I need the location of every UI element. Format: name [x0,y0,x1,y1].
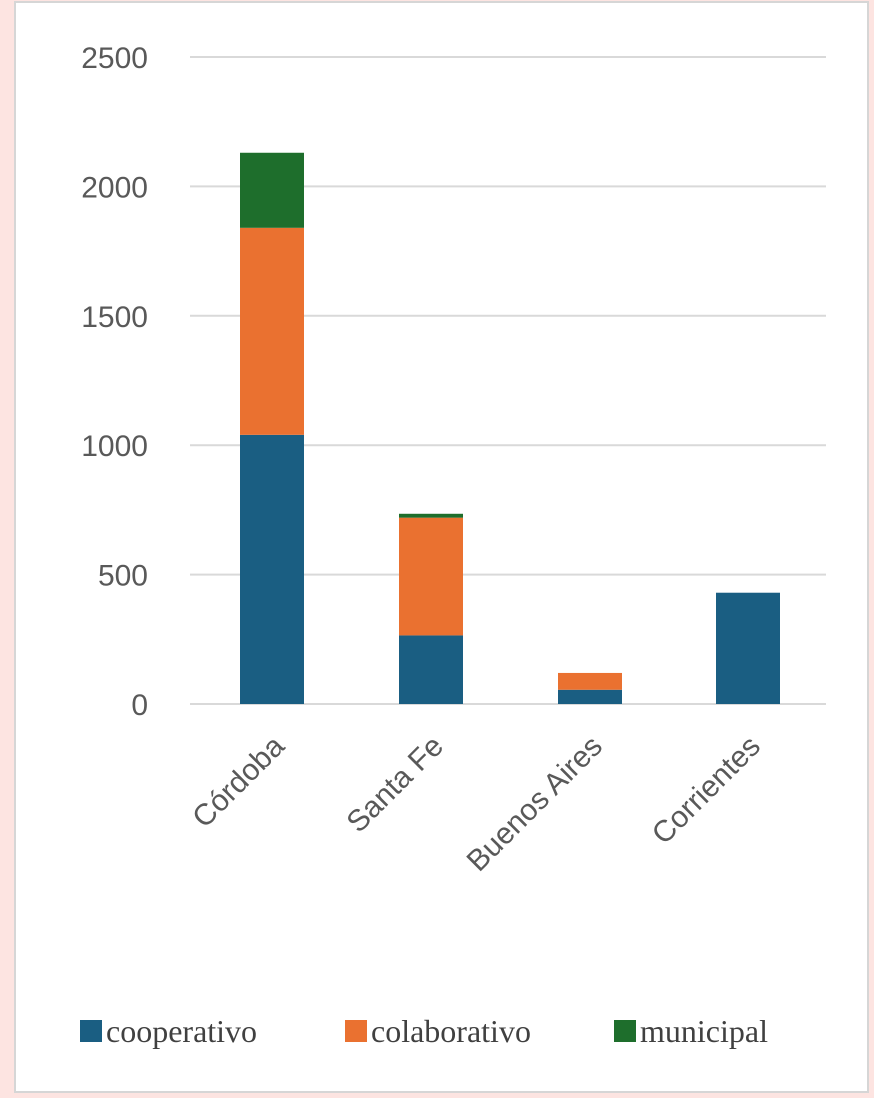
legend-swatch-cooperativo [80,1020,102,1042]
x-axis-tick-labels: Córdoba Santa Fe Buenos Aires Corrientes [186,729,767,878]
bar-segment-colaborativo [558,672,622,690]
bar-segment-cooperativo [716,592,780,704]
bar-segment-cooperativo [240,434,304,704]
legend-swatch-municipal [614,1020,636,1042]
y-tick-label: 2500 [81,42,148,75]
y-tick-label: 1000 [81,430,148,463]
y-tick-label: 2000 [81,171,148,204]
bar-segment-municipal [240,152,304,228]
bar-segment-colaborativo [240,227,304,435]
x-tick-label: Corrientes [646,730,767,851]
y-tick-label: 0 [131,689,148,722]
x-tick-label: Santa Fe [341,730,450,839]
bar-segment-cooperativo [558,689,622,704]
bar-segment-cooperativo [399,635,463,704]
legend-label-municipal: municipal [640,1013,768,1049]
y-tick-label: 500 [98,560,148,593]
y-axis-tick-labels: 0 500 1000 1500 2000 2500 [81,42,148,722]
legend: cooperativo colaborativo municipal [80,1013,768,1049]
bars [240,152,780,704]
x-tick-label: Buenos Aires [461,730,609,878]
bar-segment-municipal [399,513,463,518]
x-tick-label: Córdoba [186,729,291,834]
legend-swatch-colaborativo [345,1020,367,1042]
y-tick-label: 1500 [81,301,148,334]
legend-label-colaborativo: colaborativo [371,1013,531,1049]
bar-segment-colaborativo [399,517,463,636]
legend-label-cooperativo: cooperativo [106,1013,257,1049]
